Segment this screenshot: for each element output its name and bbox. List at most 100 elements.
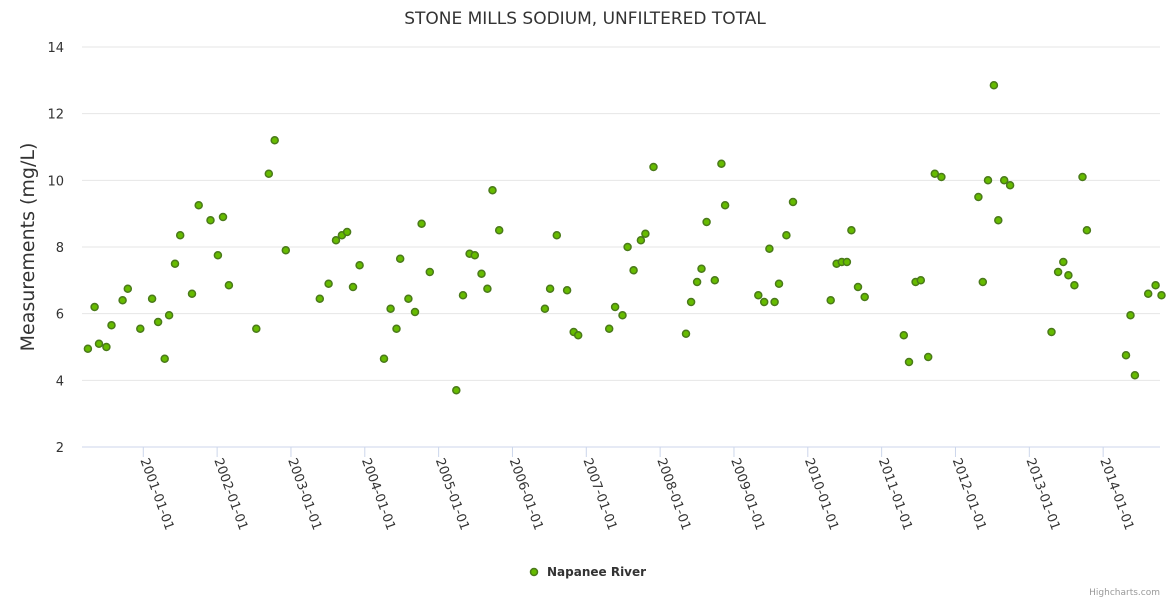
data-point[interactable] <box>853 282 863 292</box>
data-point[interactable] <box>937 172 946 182</box>
data-point[interactable] <box>1005 181 1015 190</box>
data-point[interactable] <box>923 352 933 362</box>
data-point[interactable] <box>355 261 364 270</box>
data-point[interactable] <box>1059 257 1068 267</box>
data-point[interactable] <box>187 289 197 298</box>
data-point[interactable] <box>324 279 333 288</box>
data-point[interactable] <box>281 246 291 255</box>
data-point[interactable] <box>488 186 497 195</box>
data-point[interactable] <box>118 296 127 305</box>
data-point[interactable] <box>264 169 274 178</box>
data-point[interactable] <box>477 269 486 278</box>
data-point[interactable] <box>470 251 480 260</box>
data-point[interactable] <box>395 254 405 263</box>
data-point[interactable] <box>686 297 696 307</box>
data-point[interactable] <box>170 259 180 268</box>
data-point[interactable] <box>1047 327 1056 337</box>
data-point[interactable] <box>610 302 620 312</box>
data-point[interactable] <box>1064 271 1073 280</box>
data-point[interactable] <box>1143 289 1153 298</box>
data-point[interactable] <box>1126 311 1135 320</box>
data-point[interactable] <box>123 284 133 293</box>
data-point[interactable] <box>194 201 203 210</box>
data-point[interactable] <box>164 311 174 320</box>
data-point[interactable] <box>94 339 104 348</box>
data-point[interactable] <box>379 354 389 363</box>
data-point[interactable] <box>717 159 726 168</box>
data-point[interactable] <box>147 294 157 303</box>
data-point[interactable] <box>348 282 358 292</box>
data-point[interactable] <box>545 284 555 293</box>
data-point[interactable] <box>452 386 461 395</box>
data-point[interactable] <box>90 302 99 312</box>
data-point[interactable] <box>562 286 572 295</box>
data-point[interactable] <box>270 136 279 145</box>
data-point[interactable] <box>983 176 993 185</box>
data-point[interactable] <box>1053 267 1063 277</box>
data-point[interactable] <box>842 257 852 267</box>
data-point[interactable] <box>641 229 650 238</box>
data-point[interactable] <box>153 317 163 327</box>
data-point[interactable] <box>754 291 763 300</box>
data-point[interactable] <box>552 231 562 240</box>
data-point[interactable] <box>759 297 769 307</box>
data-point[interactable] <box>899 331 909 340</box>
data-point[interactable] <box>342 227 352 237</box>
data-point[interactable] <box>494 226 504 235</box>
data-point[interactable] <box>636 236 646 245</box>
data-point[interactable] <box>989 81 999 90</box>
data-point[interactable] <box>904 357 914 367</box>
data-point[interactable] <box>618 311 627 320</box>
data-point[interactable] <box>331 236 341 245</box>
data-point[interactable] <box>1121 351 1131 360</box>
data-point[interactable] <box>107 321 116 330</box>
data-point[interactable] <box>540 304 550 313</box>
data-point[interactable] <box>697 264 706 273</box>
data-point[interactable] <box>410 307 420 317</box>
data-point[interactable] <box>978 277 988 287</box>
data-point[interactable] <box>404 294 413 303</box>
data-point[interactable] <box>774 279 784 288</box>
data-point[interactable] <box>386 304 395 313</box>
data-point[interactable] <box>930 169 940 178</box>
data-point[interactable] <box>916 276 926 285</box>
data-point[interactable] <box>83 344 93 353</box>
data-point[interactable] <box>994 216 1003 225</box>
data-point[interactable] <box>1130 371 1140 380</box>
data-point[interactable] <box>770 297 779 307</box>
data-point[interactable] <box>218 212 228 222</box>
data-point[interactable] <box>692 277 702 287</box>
data-point[interactable] <box>1157 291 1166 300</box>
data-point[interactable] <box>847 226 856 235</box>
data-point[interactable] <box>224 281 234 290</box>
data-point[interactable] <box>213 251 223 260</box>
data-point[interactable] <box>604 324 614 333</box>
data-point[interactable] <box>681 329 691 338</box>
data-point[interactable] <box>720 201 730 210</box>
data-point[interactable] <box>252 324 261 333</box>
data-point[interactable] <box>483 284 492 293</box>
data-point[interactable] <box>175 231 185 240</box>
legend-label-napanee-river[interactable]: Napanee River <box>547 565 646 579</box>
data-point[interactable] <box>702 217 711 227</box>
data-point[interactable] <box>765 244 774 253</box>
data-point[interactable] <box>458 291 468 300</box>
legend[interactable]: Napanee River <box>529 565 647 579</box>
data-point[interactable] <box>417 219 426 228</box>
data-point[interactable] <box>160 354 169 363</box>
data-point[interactable] <box>315 294 325 303</box>
data-point[interactable] <box>710 276 720 285</box>
data-point[interactable] <box>826 296 835 305</box>
data-point[interactable] <box>629 266 638 275</box>
data-point[interactable] <box>999 176 1009 185</box>
data-point[interactable] <box>1078 172 1087 182</box>
data-point[interactable] <box>1151 281 1160 290</box>
data-point[interactable] <box>782 231 791 240</box>
data-point[interactable] <box>425 267 435 277</box>
data-point[interactable] <box>392 324 401 333</box>
data-point[interactable] <box>1070 281 1079 290</box>
data-point[interactable] <box>974 192 983 202</box>
data-point[interactable] <box>1082 226 1092 235</box>
data-point[interactable] <box>860 292 869 302</box>
data-point[interactable] <box>573 331 583 340</box>
